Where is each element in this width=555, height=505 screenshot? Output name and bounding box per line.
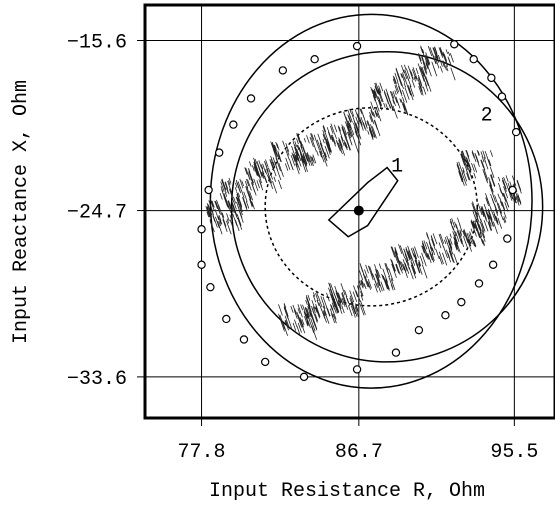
x-tick-label: 77.8 bbox=[178, 441, 226, 464]
cluster-hatch bbox=[278, 303, 318, 340]
x-tick-label: 86.7 bbox=[335, 441, 383, 464]
boundary-point bbox=[197, 225, 206, 234]
boundary-point bbox=[278, 66, 288, 75]
y-tick-label: −15.6 bbox=[67, 32, 127, 55]
cluster bbox=[278, 303, 318, 340]
cluster-hatch bbox=[417, 45, 456, 82]
boundary-point bbox=[450, 40, 459, 49]
boundary-point bbox=[352, 365, 362, 374]
boundary-point bbox=[197, 260, 206, 269]
boundary-point bbox=[441, 311, 450, 320]
boundary-point bbox=[352, 41, 362, 51]
region-label: 1 bbox=[391, 156, 403, 179]
region-ellipse bbox=[230, 50, 544, 363]
boundary-point bbox=[508, 185, 517, 195]
cluster bbox=[369, 82, 409, 119]
cluster-hatch bbox=[269, 140, 308, 177]
cluster bbox=[421, 232, 460, 267]
boundary-point bbox=[239, 335, 249, 344]
cluster bbox=[392, 64, 432, 101]
cluster-hatch bbox=[358, 263, 396, 297]
cluster bbox=[417, 45, 456, 82]
boundary-point bbox=[229, 120, 238, 129]
boundary-point bbox=[503, 234, 512, 243]
boundary-point bbox=[299, 372, 309, 382]
cluster-hatch bbox=[343, 106, 382, 141]
grid bbox=[145, 5, 555, 418]
x-tick-label: 95.5 bbox=[490, 441, 538, 464]
boundary-point bbox=[497, 92, 507, 101]
cluster-hatch bbox=[390, 244, 428, 280]
cluster bbox=[449, 217, 486, 253]
y-axis-label: Input Reactance X, Ohm bbox=[10, 80, 33, 344]
nominal-point bbox=[353, 205, 364, 216]
region-label: 2 bbox=[481, 104, 493, 127]
boundary-point bbox=[487, 73, 496, 83]
boundary-point bbox=[310, 54, 319, 64]
boundary-point bbox=[457, 297, 466, 307]
cluster-hatch bbox=[456, 149, 495, 186]
cluster-hatch bbox=[421, 232, 460, 267]
boundary-point bbox=[260, 357, 270, 367]
boundary-point bbox=[222, 314, 231, 324]
cluster-hatch bbox=[305, 290, 343, 327]
nominal bbox=[353, 205, 364, 216]
cluster bbox=[358, 263, 396, 297]
cluster-hatch bbox=[392, 64, 432, 101]
cluster-hatch bbox=[244, 157, 282, 194]
region-ellipse bbox=[264, 107, 478, 307]
cluster bbox=[269, 140, 308, 177]
boundary-point bbox=[469, 54, 478, 64]
cluster bbox=[205, 198, 244, 235]
boundary-point bbox=[488, 260, 498, 269]
boundary-point bbox=[246, 94, 256, 103]
cluster bbox=[305, 290, 343, 327]
y-tick-label: −24.7 bbox=[67, 202, 127, 225]
plot-frame bbox=[143, 3, 555, 420]
boundary-point bbox=[414, 325, 424, 335]
x-axis-label: Input Resistance R, Ohm bbox=[209, 480, 485, 503]
region-ellipse bbox=[209, 13, 533, 389]
boundary-point bbox=[391, 348, 401, 357]
boundary-point bbox=[206, 282, 215, 292]
y-tick-label: −33.6 bbox=[67, 368, 127, 391]
boundary-point bbox=[474, 279, 484, 288]
ticks: 77.8 86.7 95.5 −15.6 −24.7 −33.6 bbox=[67, 32, 538, 464]
regions: 12 bbox=[209, 13, 544, 389]
cluster bbox=[390, 244, 428, 280]
boundary-point bbox=[511, 127, 521, 137]
cluster-hatch bbox=[369, 82, 409, 119]
boundary-point bbox=[215, 148, 224, 157]
cluster bbox=[456, 149, 495, 186]
region-polygon bbox=[327, 166, 399, 238]
cluster-hatch bbox=[205, 198, 244, 235]
cluster-hatch bbox=[449, 217, 486, 253]
cluster bbox=[244, 157, 282, 194]
boundary-points bbox=[197, 40, 521, 382]
cluster bbox=[343, 106, 382, 141]
boundary-point bbox=[204, 185, 213, 195]
